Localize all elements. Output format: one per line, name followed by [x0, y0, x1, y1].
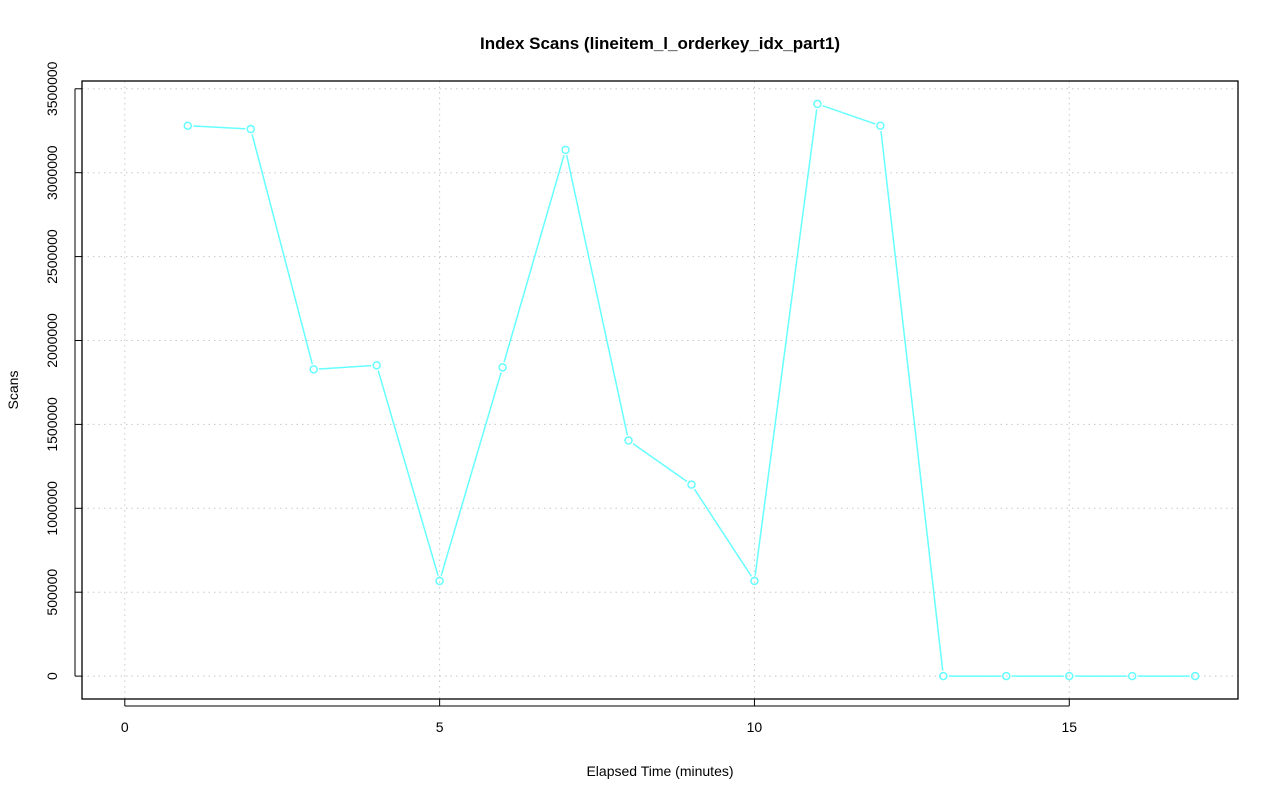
series-segment — [319, 364, 372, 370]
data-point — [561, 145, 570, 155]
series-segment — [251, 134, 314, 365]
x-axis-label: Elapsed Time (minutes) — [586, 763, 733, 779]
series-segment — [822, 104, 876, 125]
data-point — [1190, 671, 1200, 681]
data-point — [372, 361, 381, 370]
data-point — [750, 576, 759, 586]
data-point — [939, 671, 948, 681]
data-point — [1127, 671, 1137, 681]
data-point — [1065, 671, 1074, 681]
data-point — [498, 363, 507, 372]
x-tick-label: 5 — [436, 719, 444, 735]
y-tick-label: 1000000 — [44, 481, 60, 536]
y-tick-label: 3000000 — [44, 145, 60, 200]
series-segment — [193, 125, 246, 130]
series-segment — [880, 131, 944, 671]
axis-ticks: 0 5 10 15 0 500000 1000000 1500000 2000000 250000… — [44, 61, 1077, 735]
y-tick-label: 2500000 — [44, 229, 60, 284]
grid — [82, 81, 1238, 699]
data-point — [183, 121, 193, 130]
series-segment — [632, 443, 688, 483]
series-segment — [503, 154, 565, 363]
y-tick-label: 0 — [44, 672, 60, 680]
chart-title: Index Scans (lineitem_l_orderkey_idx_par… — [480, 34, 840, 53]
series-segment — [754, 109, 818, 576]
y-tick-label: 1500000 — [44, 397, 60, 452]
series-segment — [440, 372, 502, 576]
y-tick-label: 3500000 — [44, 61, 60, 116]
data-point — [246, 124, 255, 134]
data-point — [876, 121, 885, 130]
data-point — [309, 365, 318, 374]
x-tick-label: 15 — [1061, 719, 1077, 735]
data-point — [624, 436, 633, 445]
x-tick-label: 0 — [121, 719, 129, 735]
y-tick-label: 2000000 — [44, 313, 60, 368]
y-axis-label: Scans — [5, 371, 21, 410]
series-segment — [693, 488, 753, 577]
series-segment — [565, 155, 629, 436]
series-segment — [377, 370, 439, 576]
data-point — [813, 99, 822, 109]
y-tick-label: 500000 — [44, 569, 60, 616]
data-point — [435, 576, 444, 586]
series — [183, 99, 1200, 681]
data-point — [687, 480, 696, 489]
data-point — [1002, 671, 1011, 681]
plot-frame — [81, 80, 1239, 700]
x-tick-label: 10 — [747, 719, 763, 735]
